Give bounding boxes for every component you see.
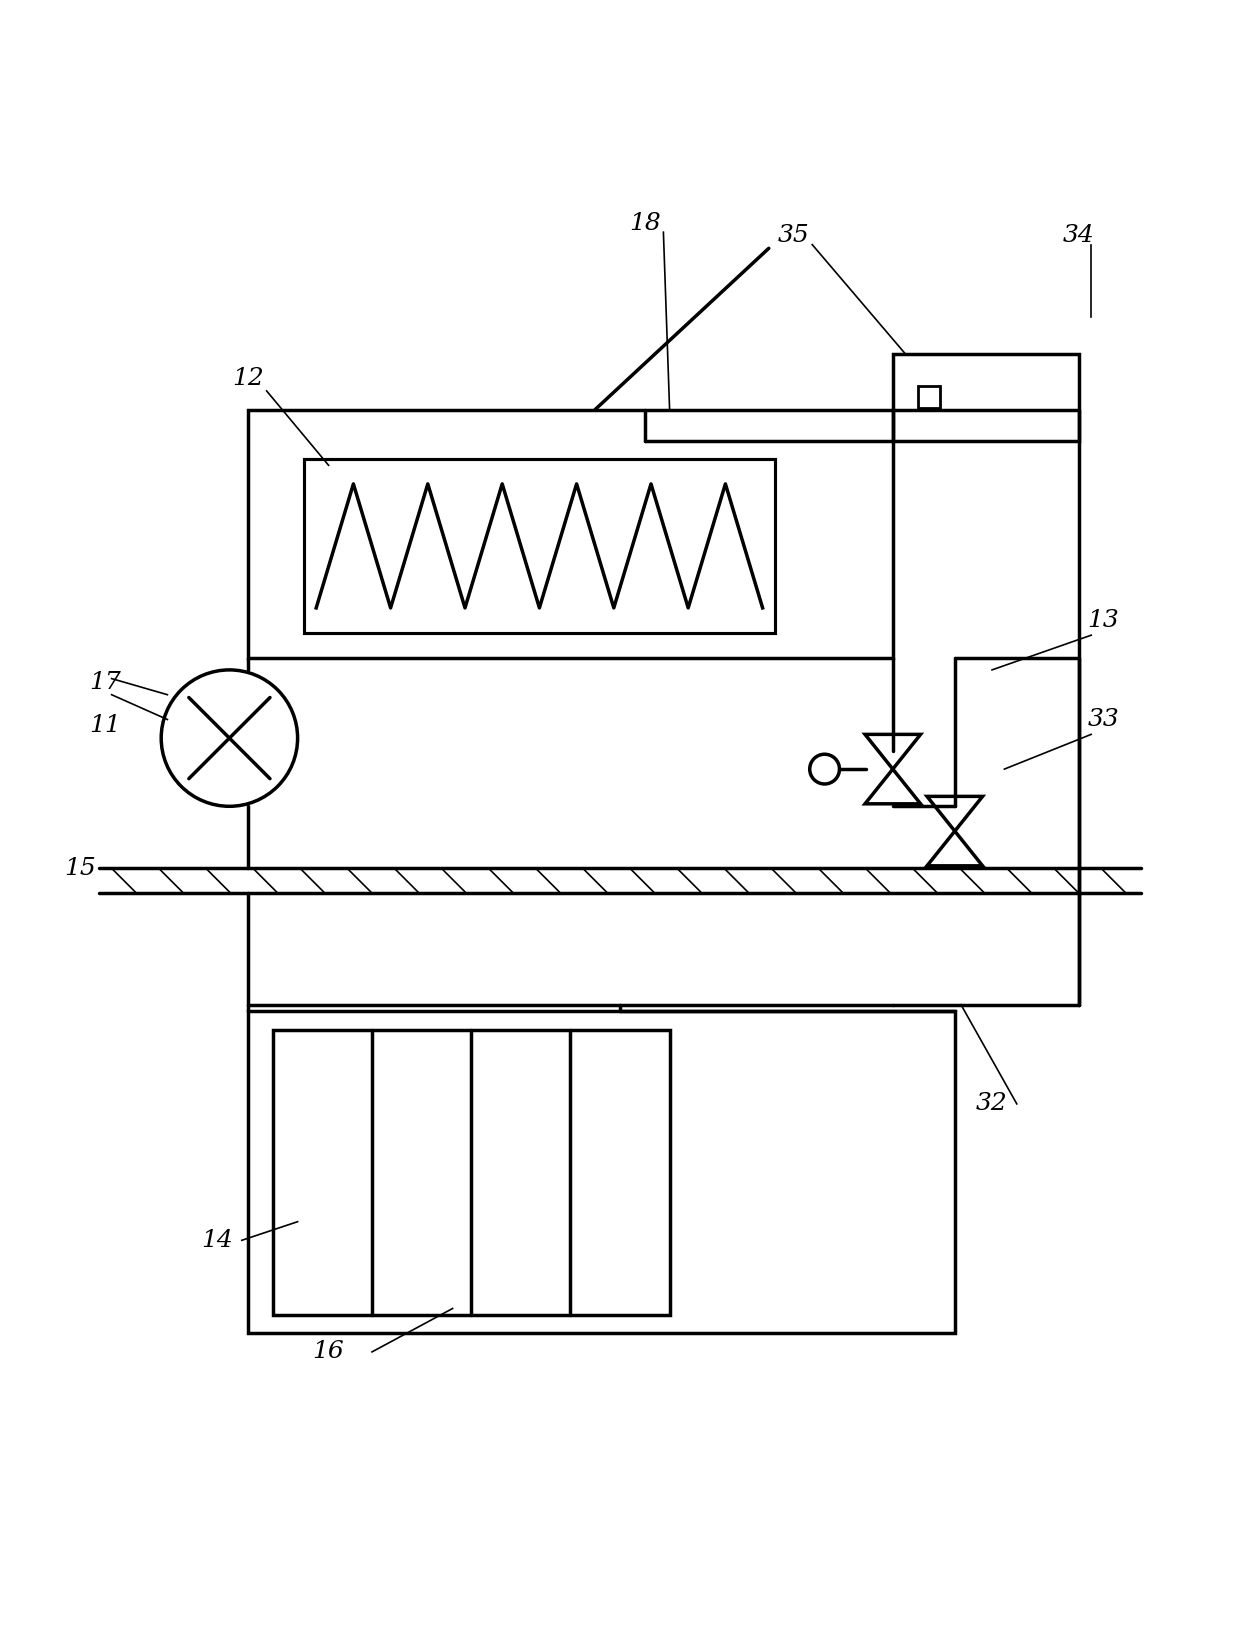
Text: 15: 15 [64,856,97,879]
Text: 33: 33 [1087,708,1120,731]
Text: 35: 35 [777,224,810,247]
Text: 34: 34 [1063,224,1095,247]
Bar [248,1011,955,1332]
Text: 13: 13 [1087,609,1120,632]
Bar [918,387,940,408]
Bar [248,410,893,658]
Text: 18: 18 [629,211,661,236]
Text: 16: 16 [312,1341,345,1363]
Bar [893,354,1079,440]
Text: 11: 11 [89,715,122,738]
Text: 12: 12 [232,367,264,390]
Text: 17: 17 [89,671,122,694]
Text: 14: 14 [201,1228,233,1251]
Bar [273,1030,670,1315]
Bar [304,460,775,632]
Text: 32: 32 [976,1092,1008,1115]
